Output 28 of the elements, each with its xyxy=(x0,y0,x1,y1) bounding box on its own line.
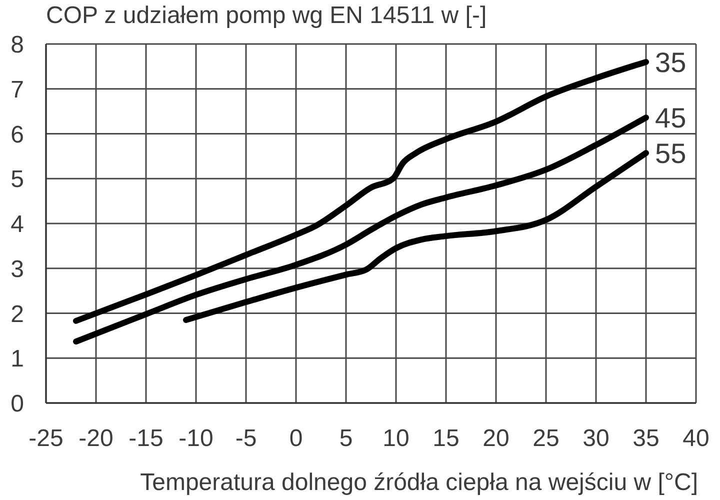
x-tick-label: 30 xyxy=(582,425,610,452)
x-tick-label: -5 xyxy=(235,425,257,452)
x-tick-label: 10 xyxy=(382,425,410,452)
x-axis-title: Temperatura dolnego źródła ciepła na wejściu w [°C] xyxy=(140,469,698,496)
x-tick-label: -15 xyxy=(128,425,164,452)
y-tick-label: 4 xyxy=(10,211,24,238)
y-tick-label: 6 xyxy=(10,121,24,148)
x-tick-label: 35 xyxy=(632,425,660,452)
x-tick-label: -20 xyxy=(78,425,114,452)
x-tick-label: 0 xyxy=(289,425,303,452)
x-tick-label: -10 xyxy=(178,425,214,452)
y-tick-label: 5 xyxy=(10,166,24,194)
y-tick-label: 8 xyxy=(10,32,24,59)
y-tick-label: 7 xyxy=(10,76,24,104)
x-tick-label: 25 xyxy=(532,425,560,452)
y-tick-label: 3 xyxy=(10,256,24,283)
y-tick-label: 0 xyxy=(10,390,24,418)
y-tick-label: 2 xyxy=(10,300,24,328)
series-label: 45 xyxy=(655,102,686,134)
x-tick-label: 5 xyxy=(339,425,353,452)
x-tick-label: 20 xyxy=(482,425,510,452)
x-tick-label: -25 xyxy=(28,425,64,452)
series-label: 55 xyxy=(655,138,686,170)
chart-title: COP z udziałem pomp wg EN 14511 w [-] xyxy=(46,2,487,30)
series-label: 35 xyxy=(655,47,686,78)
x-tick-label: 40 xyxy=(682,425,710,452)
x-tick-label: 15 xyxy=(432,425,460,452)
y-tick-label: 1 xyxy=(10,346,24,373)
